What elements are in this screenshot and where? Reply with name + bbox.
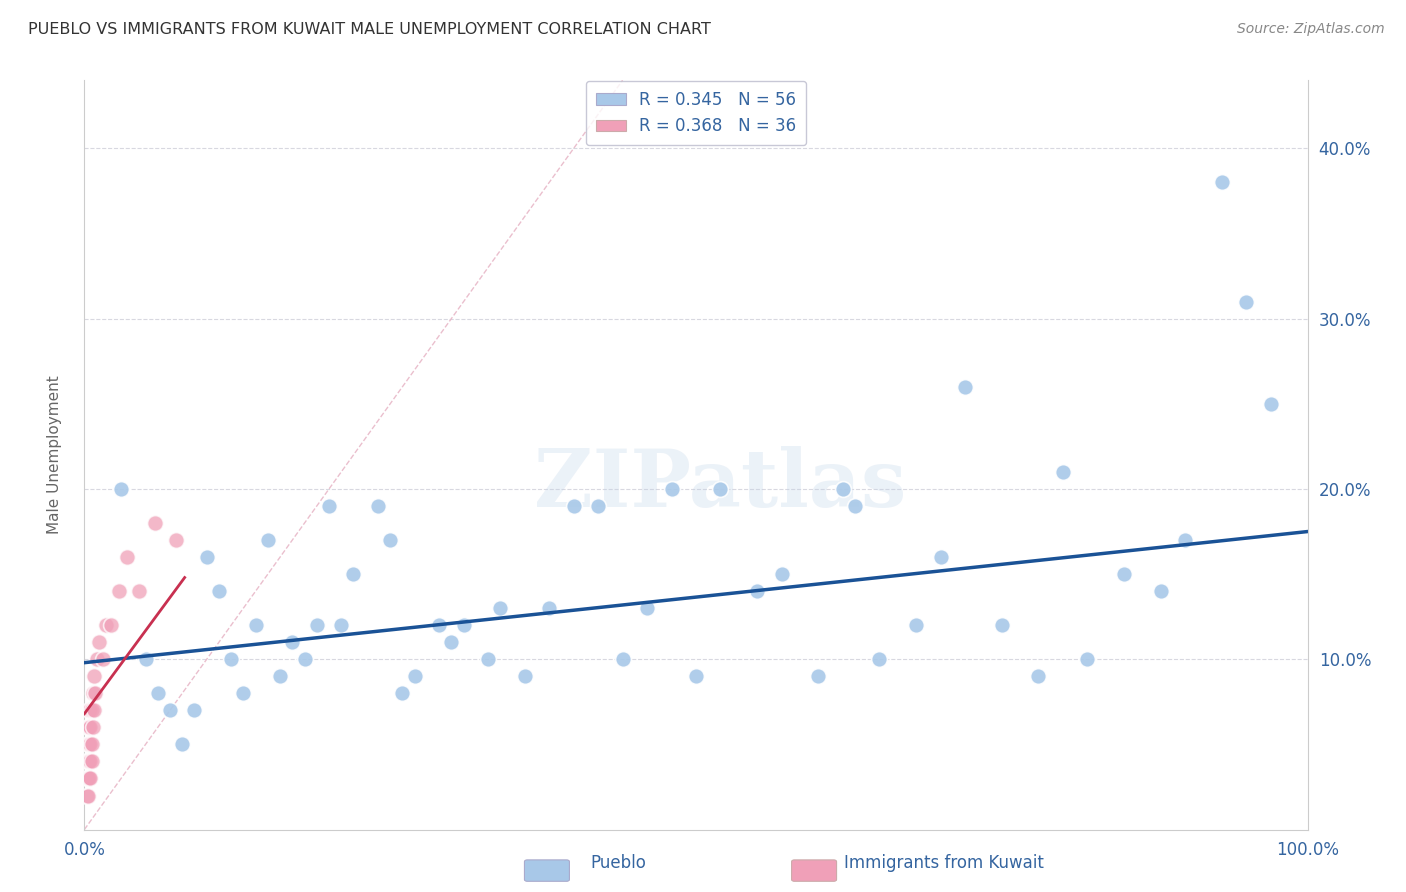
- Point: [91, 652, 114, 666]
- Point: [380, 533, 402, 547]
- Point: [844, 499, 866, 513]
- Point: [1150, 584, 1173, 599]
- Point: [159, 703, 181, 717]
- Point: [80, 703, 103, 717]
- Point: [294, 652, 316, 666]
- Point: [1211, 176, 1233, 190]
- Point: [342, 567, 364, 582]
- Point: [79, 772, 101, 786]
- Point: [96, 618, 118, 632]
- Point: [427, 618, 450, 632]
- Text: Source: ZipAtlas.com: Source: ZipAtlas.com: [1237, 22, 1385, 37]
- Point: [77, 755, 100, 769]
- Point: [165, 533, 187, 547]
- Point: [477, 652, 499, 666]
- Point: [183, 703, 205, 717]
- Point: [76, 772, 98, 786]
- Point: [905, 618, 928, 632]
- Point: [709, 482, 731, 496]
- Point: [76, 755, 98, 769]
- Point: [100, 618, 122, 632]
- Point: [195, 550, 218, 565]
- Point: [281, 635, 304, 649]
- Y-axis label: Male Unemployment: Male Unemployment: [48, 376, 62, 534]
- Point: [80, 738, 103, 752]
- Point: [79, 720, 101, 734]
- Point: [1236, 294, 1258, 309]
- Point: [77, 720, 100, 734]
- Point: [146, 686, 169, 700]
- Point: [76, 789, 98, 803]
- Point: [83, 703, 105, 717]
- Point: [83, 669, 105, 683]
- Point: [77, 703, 100, 717]
- Point: [77, 738, 100, 752]
- Point: [232, 686, 254, 700]
- Point: [404, 669, 426, 683]
- Point: [82, 686, 104, 700]
- Point: [77, 772, 100, 786]
- Point: [115, 550, 138, 565]
- Point: [135, 652, 157, 666]
- Point: [77, 720, 100, 734]
- Text: ZIPatlas: ZIPatlas: [534, 446, 907, 524]
- Point: [208, 584, 231, 599]
- Point: [318, 499, 340, 513]
- Point: [84, 686, 107, 700]
- Point: [440, 635, 463, 649]
- Point: [1076, 652, 1098, 666]
- Point: [1174, 533, 1197, 547]
- Point: [79, 755, 101, 769]
- Point: [77, 738, 100, 752]
- Text: Immigrants from Kuwait: Immigrants from Kuwait: [844, 855, 1043, 872]
- Point: [685, 669, 707, 683]
- Point: [636, 601, 658, 615]
- Point: [489, 601, 512, 615]
- Point: [770, 567, 793, 582]
- Point: [219, 652, 242, 666]
- Point: [257, 533, 280, 547]
- Point: [1052, 465, 1074, 479]
- Point: [79, 738, 101, 752]
- Point: [562, 499, 585, 513]
- Point: [807, 669, 830, 683]
- Point: [80, 755, 103, 769]
- Point: [586, 499, 609, 513]
- Text: Pueblo: Pueblo: [591, 855, 647, 872]
- Point: [661, 482, 683, 496]
- Point: [1028, 669, 1050, 683]
- Point: [391, 686, 413, 700]
- Point: [513, 669, 536, 683]
- Point: [929, 550, 952, 565]
- Point: [747, 584, 769, 599]
- Point: [110, 482, 132, 496]
- Point: [77, 755, 100, 769]
- Point: [86, 652, 108, 666]
- Point: [82, 720, 104, 734]
- Point: [612, 652, 634, 666]
- Point: [305, 618, 328, 632]
- Point: [128, 584, 150, 599]
- Point: [953, 380, 976, 394]
- Point: [77, 772, 100, 786]
- Point: [869, 652, 891, 666]
- Point: [269, 669, 291, 683]
- Point: [538, 601, 561, 615]
- Point: [1260, 397, 1282, 411]
- Point: [143, 516, 166, 530]
- Legend: R = 0.345   N = 56, R = 0.368   N = 36: R = 0.345 N = 56, R = 0.368 N = 36: [586, 81, 806, 145]
- Point: [245, 618, 267, 632]
- Point: [77, 789, 100, 803]
- Point: [172, 738, 194, 752]
- Text: PUEBLO VS IMMIGRANTS FROM KUWAIT MALE UNEMPLOYMENT CORRELATION CHART: PUEBLO VS IMMIGRANTS FROM KUWAIT MALE UN…: [28, 22, 711, 37]
- Point: [367, 499, 389, 513]
- Point: [831, 482, 853, 496]
- Point: [87, 635, 110, 649]
- Point: [107, 584, 129, 599]
- Point: [79, 703, 101, 717]
- Point: [330, 618, 353, 632]
- Point: [1114, 567, 1136, 582]
- Point: [453, 618, 475, 632]
- Point: [991, 618, 1014, 632]
